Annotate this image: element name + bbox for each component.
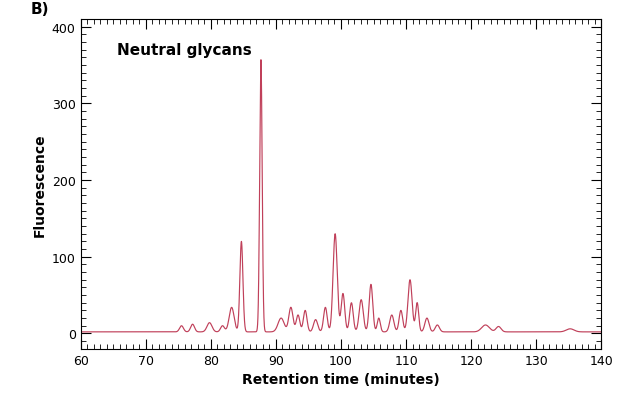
Y-axis label: Fluorescence: Fluorescence — [32, 133, 46, 236]
Text: B): B) — [31, 2, 50, 17]
Text: Neutral glycans: Neutral glycans — [117, 43, 252, 58]
X-axis label: Retention time (minutes): Retention time (minutes) — [242, 372, 440, 386]
